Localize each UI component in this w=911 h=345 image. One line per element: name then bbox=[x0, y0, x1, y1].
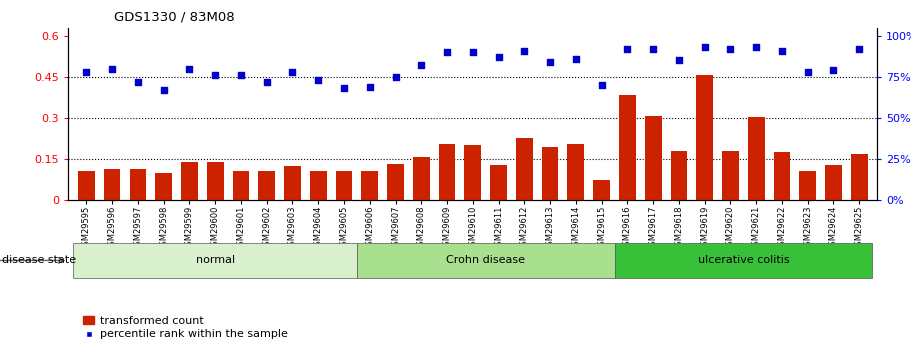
Point bbox=[774, 48, 789, 53]
Bar bbox=[722, 151, 739, 200]
Bar bbox=[645, 116, 661, 200]
Point bbox=[620, 46, 635, 52]
Bar bbox=[748, 117, 764, 200]
Point bbox=[363, 84, 377, 89]
Point bbox=[440, 49, 455, 55]
Bar bbox=[490, 165, 507, 200]
Point bbox=[594, 82, 609, 88]
Bar bbox=[825, 165, 842, 200]
Point bbox=[233, 72, 248, 78]
Point bbox=[826, 68, 841, 73]
Point bbox=[414, 63, 428, 68]
Bar bbox=[207, 162, 223, 200]
Point bbox=[311, 77, 325, 83]
Bar bbox=[413, 157, 430, 200]
Bar bbox=[619, 95, 636, 200]
Legend: transformed count, percentile rank within the sample: transformed count, percentile rank withi… bbox=[83, 316, 288, 339]
Bar bbox=[439, 144, 456, 200]
Bar bbox=[516, 138, 533, 200]
Bar bbox=[74, 243, 357, 278]
Text: disease state: disease state bbox=[2, 256, 76, 265]
Point bbox=[105, 66, 119, 71]
Bar bbox=[259, 171, 275, 200]
Point bbox=[491, 55, 506, 60]
Point bbox=[79, 69, 94, 75]
Bar bbox=[155, 173, 172, 200]
Point bbox=[801, 69, 815, 75]
Point bbox=[388, 74, 403, 80]
Bar bbox=[387, 164, 404, 200]
Point bbox=[157, 87, 171, 93]
Bar bbox=[773, 152, 791, 200]
Bar bbox=[799, 171, 816, 200]
Bar bbox=[335, 171, 353, 200]
Bar bbox=[284, 166, 301, 200]
Text: normal: normal bbox=[196, 256, 235, 265]
Text: GDS1330 / 83M08: GDS1330 / 83M08 bbox=[114, 10, 234, 23]
Bar bbox=[232, 171, 250, 200]
Point bbox=[466, 49, 480, 55]
Point bbox=[182, 66, 197, 71]
Point bbox=[130, 79, 145, 85]
Bar bbox=[181, 162, 198, 200]
Bar bbox=[542, 147, 558, 200]
Point bbox=[260, 79, 274, 85]
Point bbox=[749, 45, 763, 50]
Bar bbox=[104, 169, 120, 200]
Bar bbox=[465, 145, 481, 200]
Point bbox=[543, 59, 558, 65]
Bar bbox=[696, 75, 713, 200]
Point bbox=[698, 45, 712, 50]
Text: ulcerative colitis: ulcerative colitis bbox=[698, 256, 789, 265]
Point bbox=[517, 48, 532, 53]
Bar bbox=[362, 171, 378, 200]
Bar bbox=[615, 243, 872, 278]
Bar bbox=[593, 180, 610, 200]
Point bbox=[337, 86, 352, 91]
Bar bbox=[129, 169, 147, 200]
Point bbox=[723, 46, 738, 52]
Bar bbox=[568, 144, 584, 200]
Bar bbox=[357, 243, 615, 278]
Point bbox=[208, 72, 222, 78]
Point bbox=[568, 56, 583, 61]
Bar bbox=[851, 154, 867, 200]
Point bbox=[646, 46, 660, 52]
Point bbox=[671, 58, 686, 63]
Text: Crohn disease: Crohn disease bbox=[446, 256, 525, 265]
Point bbox=[852, 46, 866, 52]
Bar bbox=[310, 171, 327, 200]
Point bbox=[285, 69, 300, 75]
Bar bbox=[670, 151, 687, 200]
Bar bbox=[78, 171, 95, 200]
